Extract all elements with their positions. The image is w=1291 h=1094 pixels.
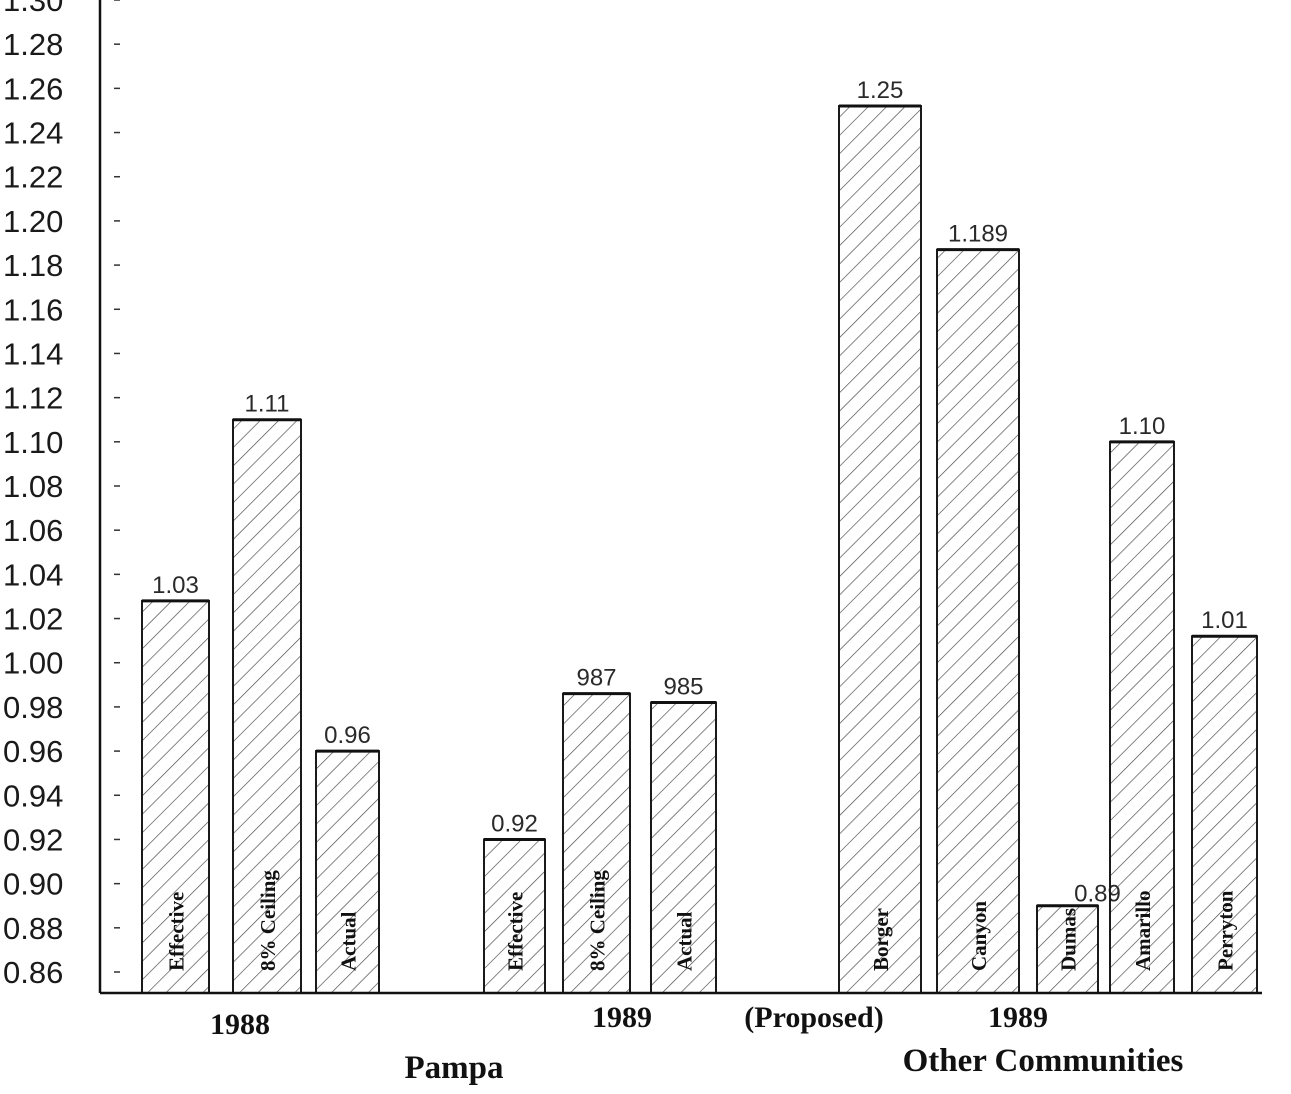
group-label-1988: 1988 bbox=[210, 1008, 270, 1041]
bar bbox=[483, 838, 546, 994]
group-label-proposed: (Proposed) bbox=[744, 1001, 883, 1034]
y-axis: 1.30 1.28 1.26 1.24 1.22 1.20 1.18 1.16 1.14 1.12… bbox=[3, 0, 120, 993]
y-tick-label: 1.04 bbox=[3, 557, 63, 592]
y-tick-label: 1.02 bbox=[3, 602, 63, 637]
y-tick-label: 1.28 bbox=[3, 27, 63, 62]
y-tick-label: 1.22 bbox=[3, 160, 63, 195]
bar bbox=[650, 701, 717, 994]
bar-group: 1.10 Amarillo bbox=[1109, 413, 1175, 994]
bar-group: 987 8% Ceiling bbox=[562, 665, 631, 994]
y-tick-label: 0.88 bbox=[3, 911, 63, 946]
y-tick-label: 0.96 bbox=[3, 734, 63, 769]
bar bbox=[141, 599, 210, 994]
y-tick-label: 1.26 bbox=[3, 71, 63, 106]
y-tick-label: 0.92 bbox=[3, 822, 63, 857]
bar-category-label: Dumas bbox=[1057, 908, 1081, 971]
bar bbox=[562, 692, 631, 994]
bar-group: 1.11 8% Ceiling bbox=[232, 391, 302, 994]
bar-value-label: 985 bbox=[663, 673, 703, 700]
bar-category-label: 8% Ceiling bbox=[256, 870, 280, 971]
bar-category-label: Amarillo bbox=[1131, 891, 1155, 971]
bar-category-label: 8% Ceiling bbox=[586, 870, 610, 971]
bar-value-label: 0.92 bbox=[491, 810, 538, 837]
bar-group: 1.189 Canyon bbox=[936, 221, 1020, 995]
bar-category-label: Actual bbox=[337, 911, 361, 971]
section-label-pampa: Pampa bbox=[405, 1050, 504, 1086]
bar-group: 1.03 Effective bbox=[141, 572, 210, 994]
bar-value-label: 1.10 bbox=[1119, 413, 1166, 440]
bar-value-label: 1.25 bbox=[857, 77, 904, 104]
bar-value-label: 987 bbox=[576, 665, 616, 692]
bar bbox=[1036, 904, 1099, 995]
y-tick-label: 1.20 bbox=[3, 204, 63, 239]
bar-group: 0.92 Effective bbox=[483, 810, 546, 994]
y-tick-label: 1.16 bbox=[3, 292, 63, 327]
bar-value-label: 0.96 bbox=[324, 722, 371, 749]
y-tick-label: 0.90 bbox=[3, 867, 63, 902]
x-axis: 1988 1989 (Proposed) 1989 Pampa Other Co… bbox=[100, 991, 1262, 1086]
bar-group: 0.96 Actual bbox=[315, 722, 380, 994]
y-tick-label: 1.12 bbox=[3, 381, 63, 416]
bar-value-label: 1.11 bbox=[245, 391, 290, 418]
y-tick-label: 1.06 bbox=[3, 513, 63, 548]
bar bbox=[232, 418, 302, 994]
bar-group: 1.01 Perryton bbox=[1191, 607, 1258, 995]
bar bbox=[838, 105, 922, 994]
bar-category-label: Effective bbox=[165, 892, 189, 971]
bar-category-label: Canyon bbox=[967, 901, 991, 971]
section-label-other-communities: Other Communities bbox=[903, 1043, 1184, 1079]
bar-category-label: Actual bbox=[673, 911, 697, 971]
group-label-1989: 1989 bbox=[592, 1001, 652, 1034]
y-tick-label: 0.94 bbox=[3, 778, 63, 813]
bar-value-label: 1.01 bbox=[1201, 607, 1248, 634]
bar bbox=[1109, 440, 1175, 994]
bar-category-label: Borger bbox=[869, 908, 893, 971]
bar-category-label: Perryton bbox=[1214, 890, 1238, 971]
bar-group: 1.25 Borger bbox=[838, 77, 922, 994]
bar-category-label: Effective bbox=[504, 892, 528, 971]
bar-value-label: 1.189 bbox=[948, 221, 1008, 248]
bar-group: 985 Actual bbox=[650, 673, 717, 994]
y-tick-label: 1.00 bbox=[3, 646, 63, 681]
bar-value-label: 1.03 bbox=[152, 572, 199, 599]
group-label-1989-other: 1989 bbox=[988, 1001, 1048, 1034]
y-tick-label: 0.98 bbox=[3, 690, 63, 725]
y-tick-label: 1.08 bbox=[3, 469, 63, 504]
y-tick-label: 0.86 bbox=[3, 955, 63, 990]
y-tick-label: 1.14 bbox=[3, 336, 63, 371]
y-tick-label: 1.30 bbox=[3, 0, 63, 18]
y-tick-label: 1.18 bbox=[3, 248, 63, 283]
bar bbox=[936, 248, 1020, 995]
y-tick-label: 1.24 bbox=[3, 116, 63, 151]
y-tick-label: 1.10 bbox=[3, 425, 63, 460]
